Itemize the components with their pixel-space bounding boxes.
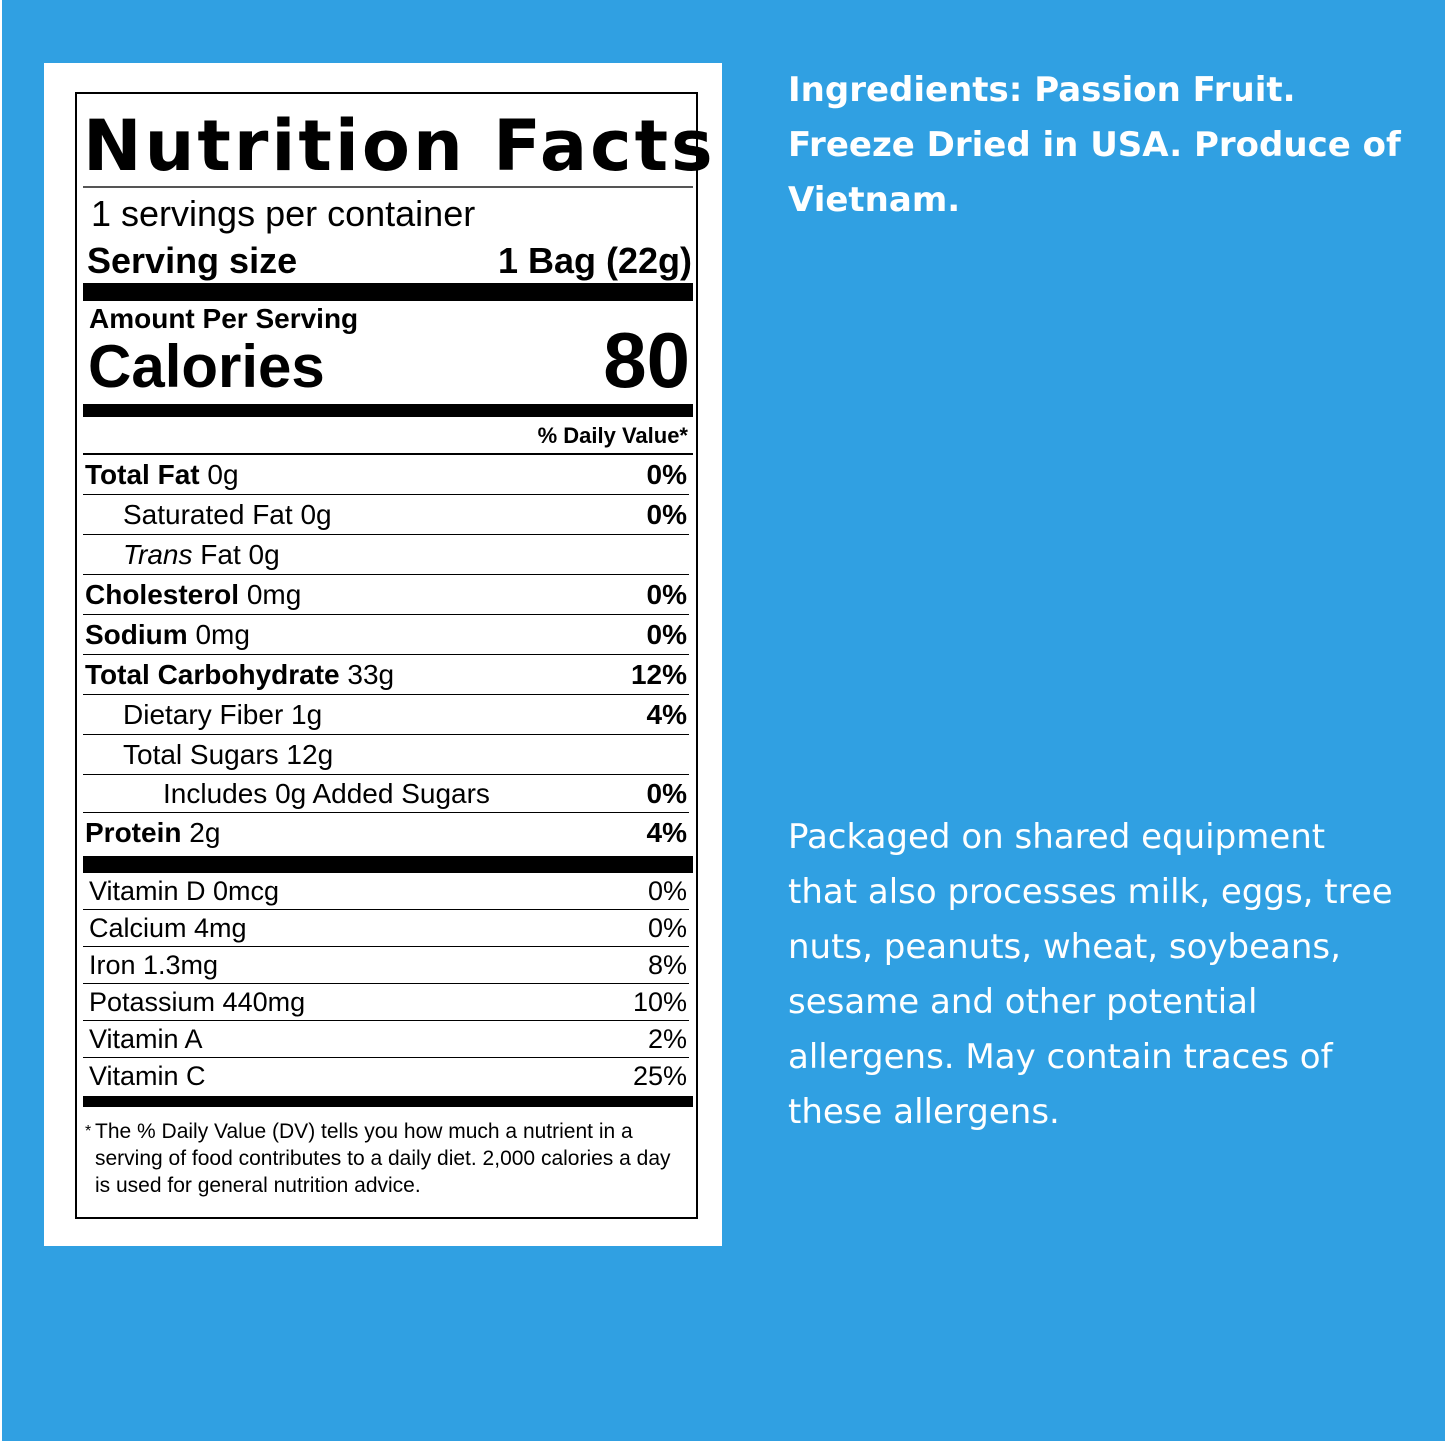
divider (83, 186, 693, 188)
thick-divider (83, 283, 693, 301)
nutrient-amount: 2g (189, 817, 221, 848)
amount-per-serving: Amount Per Serving (89, 303, 359, 334)
serving-size-value: 1 Bag (22g) (497, 240, 692, 281)
footnote-text: The % Daily Value (DV) tells you how muc… (95, 1120, 671, 1197)
vitamin-dv: 10% (632, 987, 687, 1017)
vitamin-name: Potassium 440mg (89, 987, 306, 1017)
nutrient-row-dietary-fiber: Dietary Fiber 1g 4% (83, 695, 689, 735)
vitamin-dv: 0% (647, 913, 687, 943)
footnote-asterisk: * (85, 1123, 92, 1140)
vitamin-dv: 2% (647, 1024, 687, 1054)
thick-divider (83, 1096, 693, 1107)
nutrient-row-sodium: Sodium 0mg 0% (83, 615, 689, 655)
nutrient-amount: 0mg (246, 579, 302, 610)
nutrient-row-total-sugars: Total Sugars 12g (83, 735, 689, 775)
nutrient-amount: 12g (286, 739, 334, 770)
nutrient-dv: 4% (646, 699, 687, 730)
nutrient-dv: 0% (646, 778, 687, 809)
nutrient-amount: 0g (207, 459, 239, 490)
vitamin-row: Vitamin A 2% (83, 1021, 689, 1058)
vitamin-name: Iron 1.3mg (89, 950, 219, 980)
daily-value-header: % Daily Value* (537, 423, 688, 448)
divider (83, 453, 693, 455)
nutrient-name: Trans (123, 539, 193, 570)
vitamin-dv: 0% (647, 876, 687, 906)
calories-label: Calories (88, 333, 325, 400)
nutrition-facts-label: Nutrition Facts 1 servings per container… (75, 92, 716, 1219)
nutrient-row-total-carbohydrate: Total Carbohydrate 33g 12% (83, 655, 689, 695)
vitamin-row: Iron 1.3mg 8% (83, 947, 689, 984)
nutrient-row-protein: Protein 2g 4% (83, 813, 689, 853)
label-title: Nutrition Facts (83, 105, 716, 187)
calories-value: 80 (603, 316, 690, 404)
vitamin-name: Vitamin C (89, 1061, 206, 1091)
nutrient-name: Includes 0g Added Sugars (163, 778, 490, 809)
nutrient-name: Sodium (85, 619, 188, 650)
ingredients-text: Ingredients: Passion Fruit. Freeze Dried… (788, 70, 1401, 220)
nutrient-amount: 0g (300, 499, 332, 530)
nutrient-amount: 1g (291, 699, 323, 730)
nutrient-dv: 0% (646, 459, 687, 490)
nutrient-name: Total Carbohydrate (85, 659, 340, 690)
allergen-statement: Packaged on shared equipment that also p… (788, 817, 1393, 1132)
nutrient-dv: 0% (646, 619, 687, 650)
nutrient-name: Protein (85, 817, 182, 848)
nutrient-amount: 33g (347, 659, 395, 690)
nutrient-dv: 12% (630, 659, 687, 690)
nutrient-dv: 0% (646, 579, 687, 610)
vitamin-name: Calcium 4mg (89, 913, 247, 943)
vitamin-row: Potassium 440mg 10% (83, 984, 689, 1021)
nutrient-dv: 4% (646, 817, 687, 848)
nutrient-row-added-sugars: Includes 0g Added Sugars 0% (83, 775, 689, 813)
vitamin-row: Vitamin D 0mcg 0% (83, 873, 689, 910)
vitamin-dv: 25% (632, 1061, 687, 1091)
vitamin-name: Vitamin D 0mcg (89, 876, 280, 906)
nutrient-amount: 0mg (195, 619, 250, 650)
nutrient-row-cholesterol: Cholesterol 0mg 0% (83, 575, 689, 615)
nutrient-amount: Fat 0g (200, 539, 280, 570)
vitamin-row: Vitamin C 25% (83, 1058, 689, 1095)
nutrient-dv: 0% (646, 499, 687, 530)
footnote: * The % Daily Value (DV) tells you how m… (85, 1118, 675, 1199)
nutrient-name: Cholesterol (85, 579, 240, 610)
nutrient-row-saturated-fat: Saturated Fat 0g 0% (83, 495, 689, 535)
nutrient-row-trans-fat: Trans Fat 0g (83, 535, 689, 575)
nutrient-name: Total Fat (85, 459, 200, 490)
servings-per-container: 1 servings per container (91, 193, 476, 234)
serving-size-label: Serving size (87, 240, 298, 281)
nutrient-row-total-fat: Total Fat 0g 0% (83, 455, 689, 495)
vitamin-name: Vitamin A (89, 1024, 203, 1054)
vitamin-dv: 8% (647, 950, 687, 980)
thick-divider (83, 856, 693, 873)
nutrient-name: Saturated Fat (123, 499, 293, 530)
thick-divider (83, 404, 693, 417)
vitamin-row: Calcium 4mg 0% (83, 910, 689, 947)
nutrient-name: Dietary Fiber (123, 699, 284, 730)
nutrient-name: Total Sugars (123, 739, 279, 770)
